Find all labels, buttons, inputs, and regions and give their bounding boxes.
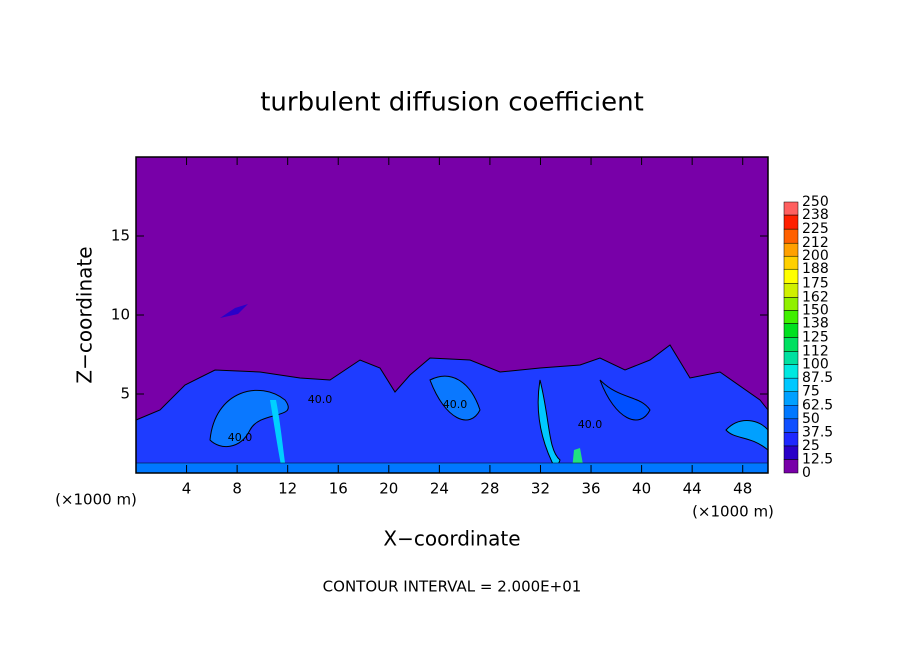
contour-label: 40.0 bbox=[578, 418, 603, 431]
x-unit-label: (×1000 m) bbox=[692, 503, 774, 521]
colorbar-swatch bbox=[783, 323, 799, 338]
colorbar-swatch bbox=[783, 242, 799, 257]
y-tick-label: 5 bbox=[120, 385, 130, 403]
y-tick-label: 10 bbox=[111, 306, 130, 324]
colorbar-label: 162 bbox=[802, 289, 829, 305]
colorbar-swatch bbox=[783, 418, 799, 433]
colorbar-swatch bbox=[783, 201, 799, 216]
colorbar-swatch bbox=[783, 364, 799, 379]
x-tick-label: 24 bbox=[430, 480, 449, 498]
colorbar-label: 225 bbox=[802, 221, 829, 237]
colorbar-label: 112 bbox=[802, 344, 829, 360]
colorbar-swatch bbox=[783, 377, 799, 392]
colorbar-swatch bbox=[783, 459, 799, 474]
colorbar-label: 200 bbox=[802, 248, 829, 264]
colorbar-swatch bbox=[783, 310, 799, 324]
colorbar-label: 87.5 bbox=[802, 370, 833, 386]
chart-title: turbulent diffusion coefficient bbox=[260, 88, 644, 118]
colorbar-label: 75 bbox=[802, 384, 820, 400]
colorbar-label: 62.5 bbox=[802, 397, 833, 413]
colorbar-label: 100 bbox=[802, 357, 829, 373]
x-tick-label: 48 bbox=[733, 480, 752, 498]
colorbar-swatch bbox=[783, 228, 799, 244]
colorbar-swatch bbox=[783, 283, 799, 298]
colorbar-label: 150 bbox=[802, 302, 829, 318]
x-tick-label: 32 bbox=[531, 480, 550, 498]
colorbar-swatch bbox=[783, 255, 799, 270]
colorbar-swatch bbox=[783, 214, 799, 230]
x-tick-label: 20 bbox=[379, 480, 398, 498]
colorbar-swatch bbox=[783, 337, 799, 352]
x-tick-label: 16 bbox=[329, 480, 348, 498]
y-tick-label: 15 bbox=[111, 227, 130, 245]
colorbar-label: 212 bbox=[802, 235, 829, 251]
colorbar-label: 50 bbox=[802, 411, 820, 427]
colorbar-label: 250 bbox=[802, 194, 829, 210]
colorbar-label: 188 bbox=[802, 261, 829, 277]
x-tick-label: 36 bbox=[581, 480, 600, 498]
colorbar-label: 25 bbox=[802, 438, 820, 454]
x-unit-label: (×1000 m) bbox=[55, 491, 137, 509]
colorbar-label: 138 bbox=[802, 315, 829, 331]
x-tick-label: 12 bbox=[278, 480, 297, 498]
y-axis-label: Z−coordinate bbox=[73, 246, 97, 383]
contour-label: 40.0 bbox=[308, 393, 333, 406]
contour-label: 40.0 bbox=[228, 431, 253, 444]
colorbar-label: 175 bbox=[802, 275, 829, 291]
colorbar-swatch bbox=[783, 405, 799, 420]
footer-note: CONTOUR INTERVAL = 2.000E+01 bbox=[323, 578, 582, 596]
colorbar-label: 37.5 bbox=[802, 424, 833, 440]
colorbar-swatch bbox=[783, 432, 799, 447]
colorbar-label: 0 bbox=[802, 465, 811, 481]
x-tick-label: 4 bbox=[182, 480, 192, 498]
field bbox=[135, 157, 769, 474]
colorbar-swatch bbox=[783, 391, 799, 406]
colorbar-swatch bbox=[783, 351, 799, 365]
colorbar-label: 238 bbox=[802, 207, 829, 223]
colorbar-swatch bbox=[783, 297, 799, 311]
x-tick-label: 28 bbox=[480, 480, 499, 498]
x-tick-label: 44 bbox=[683, 480, 702, 498]
x-tick-label: 40 bbox=[632, 480, 651, 498]
colorbar-swatch bbox=[783, 268, 799, 284]
x-axis-label: X−coordinate bbox=[383, 527, 520, 551]
x-tick-label: 8 bbox=[232, 480, 242, 498]
colorbar-label: 125 bbox=[802, 330, 829, 346]
colorbar-swatch bbox=[783, 445, 799, 460]
contour-label: 40.0 bbox=[443, 398, 468, 411]
colorbar-label: 12.5 bbox=[802, 451, 833, 467]
